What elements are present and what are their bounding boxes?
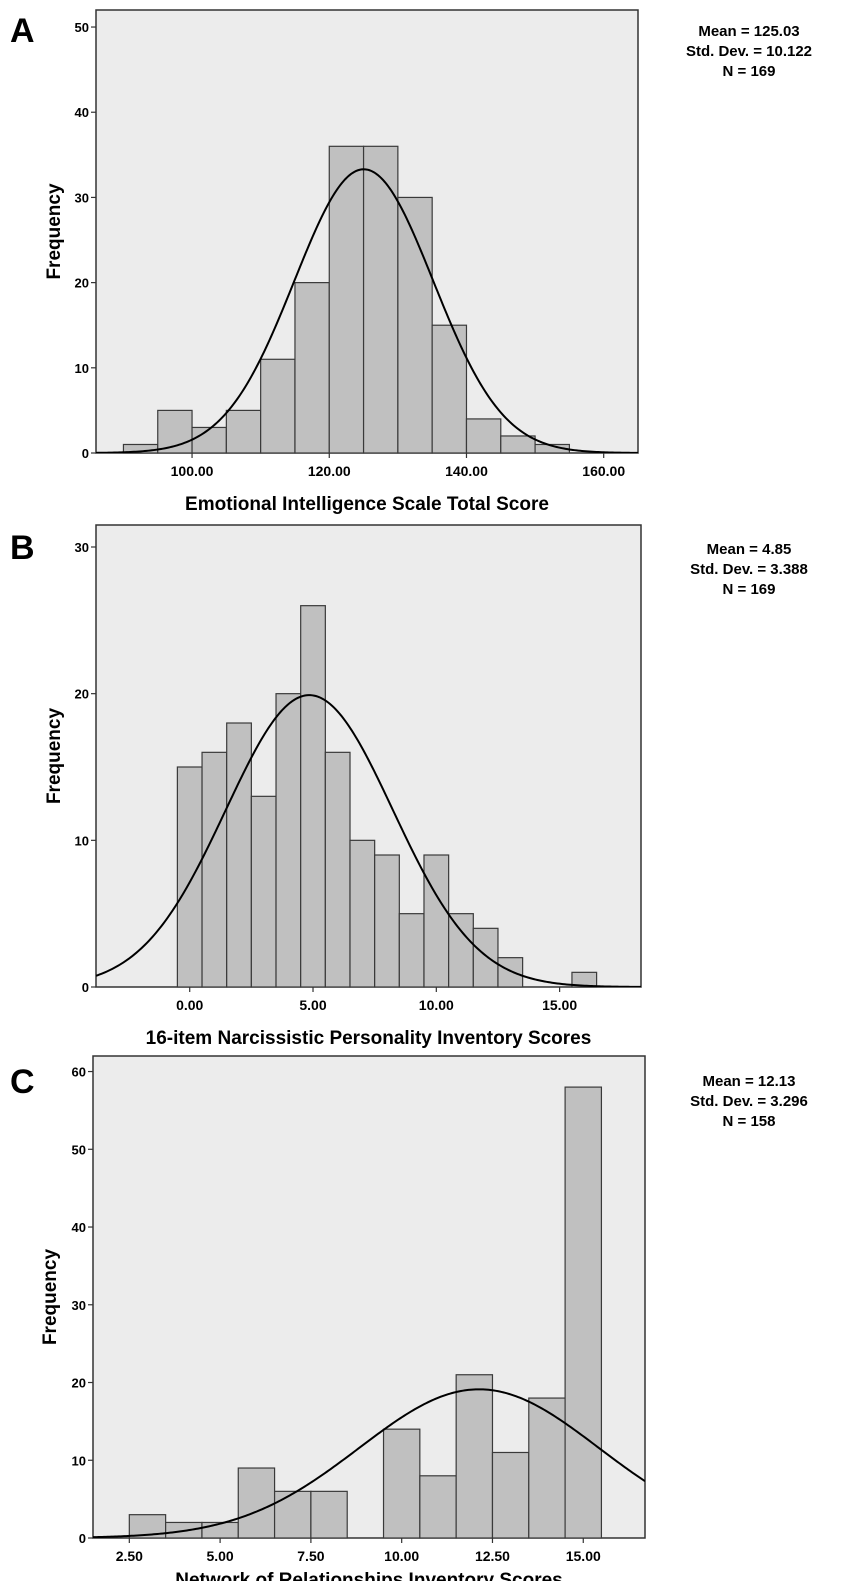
y-tick-label: 20 xyxy=(75,687,89,702)
stats-std-dev: Std. Dev. = 10.122 xyxy=(685,43,813,60)
stats-block: Mean = 125.03 Std. Dev. = 10.122 N = 169 xyxy=(649,22,841,82)
histogram-bar xyxy=(571,971,598,988)
x-tick-label: 5.00 xyxy=(206,1548,233,1564)
histogram-bar xyxy=(260,358,296,454)
y-tick-label: 50 xyxy=(72,1142,86,1157)
histogram-bar xyxy=(500,435,536,454)
histogram-bar xyxy=(191,426,227,454)
histogram-bar xyxy=(448,913,474,988)
y-tick-label: 0 xyxy=(79,1531,86,1546)
histogram-bar xyxy=(250,795,277,988)
x-tick-label: 7.50 xyxy=(297,1548,324,1564)
x-axis-label: Network of Relationships Inventory Score… xyxy=(175,1570,562,1581)
histogram-bar xyxy=(419,1475,457,1539)
histogram-bar xyxy=(201,751,228,988)
y-tick-label: 60 xyxy=(72,1065,86,1080)
stats-mean: Mean = 12.13 xyxy=(702,1073,796,1090)
normal-curve xyxy=(93,1388,645,1538)
panel-label: B xyxy=(10,529,35,567)
histogram-bar xyxy=(472,927,499,988)
histogram-bar xyxy=(225,409,262,454)
y-tick-label: 10 xyxy=(75,361,89,376)
x-tick-label: 15.00 xyxy=(566,1548,601,1564)
histogram-bar xyxy=(491,1451,530,1539)
x-tick-label: 2.50 xyxy=(116,1548,143,1564)
y-tick-label: 30 xyxy=(75,540,89,555)
stats-std-dev: Std. Dev. = 3.388 xyxy=(690,561,808,578)
x-tick-label: 12.50 xyxy=(475,1548,510,1564)
histogram-bar xyxy=(300,605,326,988)
y-tick-label: 40 xyxy=(72,1220,86,1235)
y-tick-label: 0 xyxy=(82,446,89,461)
histogram-bar xyxy=(397,196,433,454)
histogram-bar xyxy=(273,1490,312,1539)
x-tick-label: 100.00 xyxy=(171,463,214,479)
normal-curve xyxy=(96,694,641,987)
stats-block: Mean = 4.85 Std. Dev. = 3.388 N = 169 xyxy=(649,540,841,600)
y-tick-label: 30 xyxy=(72,1298,86,1313)
x-axis-label: 16-item Narcissistic Personality Invento… xyxy=(146,1028,592,1049)
histogram-bar xyxy=(497,957,524,988)
histogram-bar xyxy=(275,693,302,988)
x-tick-label: 120.00 xyxy=(308,463,351,479)
x-tick-label: 15.00 xyxy=(542,997,577,1013)
y-tick-label: 30 xyxy=(75,190,89,205)
x-tick-label: 10.00 xyxy=(384,1548,419,1564)
x-tick-label: 140.00 xyxy=(445,463,488,479)
y-axis-label: Frequency xyxy=(40,1249,61,1346)
histogram-bar xyxy=(455,1374,494,1539)
x-tick-label: 5.00 xyxy=(299,997,326,1013)
histogram-panel-b: 0 10 20 30 0.00 5.00 10.00 15.00 16-item Narciss… xyxy=(10,524,642,1049)
histogram-bar xyxy=(431,324,468,454)
histogram-bar xyxy=(382,1428,421,1539)
histogram-panel-a: 0 10 20 30 40 50 100.00 120.00 140.00 160.00 Emoti… xyxy=(10,9,639,515)
histogram-bar xyxy=(176,766,203,988)
histogram-bar xyxy=(465,418,502,454)
y-tick-label: 40 xyxy=(75,105,89,120)
stats-mean: Mean = 4.85 xyxy=(706,541,792,558)
histogram-panel-c: 0 10 20 30 40 50 60 2.50 5.00 7.50 10.00 12.50 15.00… xyxy=(10,1055,646,1581)
histogram-bar xyxy=(423,854,450,988)
histogram-bar xyxy=(564,1086,603,1539)
x-tick-label: 160.00 xyxy=(582,463,625,479)
x-axis-label: Emotional Intelligence Scale Total Score xyxy=(185,494,549,515)
stats-block: Mean = 12.13 Std. Dev. = 3.296 N = 158 xyxy=(649,1072,841,1132)
panel-label: C xyxy=(10,1063,35,1101)
histogram-bar xyxy=(310,1490,348,1539)
histogram-bar xyxy=(324,751,351,988)
stats-std-dev: Std. Dev. = 3.296 xyxy=(690,1093,808,1110)
histogram-bar xyxy=(237,1467,276,1539)
y-tick-label: 50 xyxy=(75,20,89,35)
y-tick-label: 20 xyxy=(75,276,89,291)
x-tick-label: 0.00 xyxy=(176,997,203,1013)
stats-n: N = 169 xyxy=(722,581,776,598)
histogram-bar xyxy=(349,839,376,988)
stats-n: N = 158 xyxy=(722,1113,776,1130)
histogram-bar xyxy=(294,282,330,454)
stats-n: N = 169 xyxy=(722,63,776,80)
x-tick-label: 10.00 xyxy=(419,997,454,1013)
y-axis-label: Frequency xyxy=(44,183,65,280)
histogram-bar xyxy=(398,913,425,988)
y-tick-label: 10 xyxy=(72,1453,86,1468)
y-axis-label: Frequency xyxy=(44,708,65,805)
panel-label: A xyxy=(10,12,35,50)
histogram-bar xyxy=(528,1397,566,1539)
normal-curve xyxy=(96,168,638,453)
y-tick-label: 0 xyxy=(82,980,89,995)
stats-mean: Mean = 125.03 xyxy=(698,23,800,40)
histogram-bar xyxy=(374,854,400,988)
y-tick-label: 20 xyxy=(72,1376,86,1391)
y-tick-label: 10 xyxy=(75,833,89,848)
histogram-bar xyxy=(201,1521,239,1539)
